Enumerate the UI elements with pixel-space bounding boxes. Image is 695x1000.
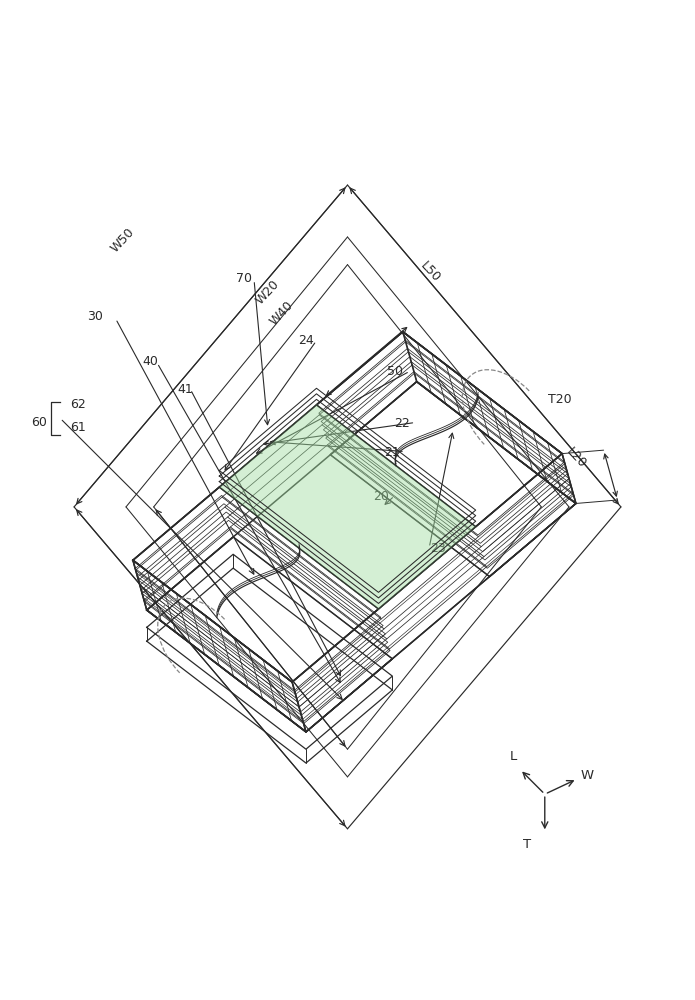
Text: 61: 61 xyxy=(71,421,86,434)
Text: 60: 60 xyxy=(31,416,47,429)
Text: 20: 20 xyxy=(373,490,389,503)
Text: 70: 70 xyxy=(236,272,252,285)
Text: 40: 40 xyxy=(142,355,158,368)
Text: T20: T20 xyxy=(548,393,572,406)
Text: L50: L50 xyxy=(418,259,443,284)
Text: 50: 50 xyxy=(387,365,403,378)
Text: W50: W50 xyxy=(108,226,137,255)
Text: 41: 41 xyxy=(177,383,193,396)
Text: L: L xyxy=(509,750,517,763)
Text: 23: 23 xyxy=(431,542,446,555)
Text: L20: L20 xyxy=(564,446,589,471)
Text: 62: 62 xyxy=(71,398,86,411)
Text: 22: 22 xyxy=(394,417,410,430)
Polygon shape xyxy=(220,405,475,609)
Text: W: W xyxy=(581,769,594,782)
Text: 30: 30 xyxy=(87,310,103,323)
Text: T: T xyxy=(523,838,532,851)
Text: W40: W40 xyxy=(268,298,296,328)
Text: W20: W20 xyxy=(254,278,282,307)
Text: 24: 24 xyxy=(298,334,314,347)
Text: 21: 21 xyxy=(384,446,400,459)
